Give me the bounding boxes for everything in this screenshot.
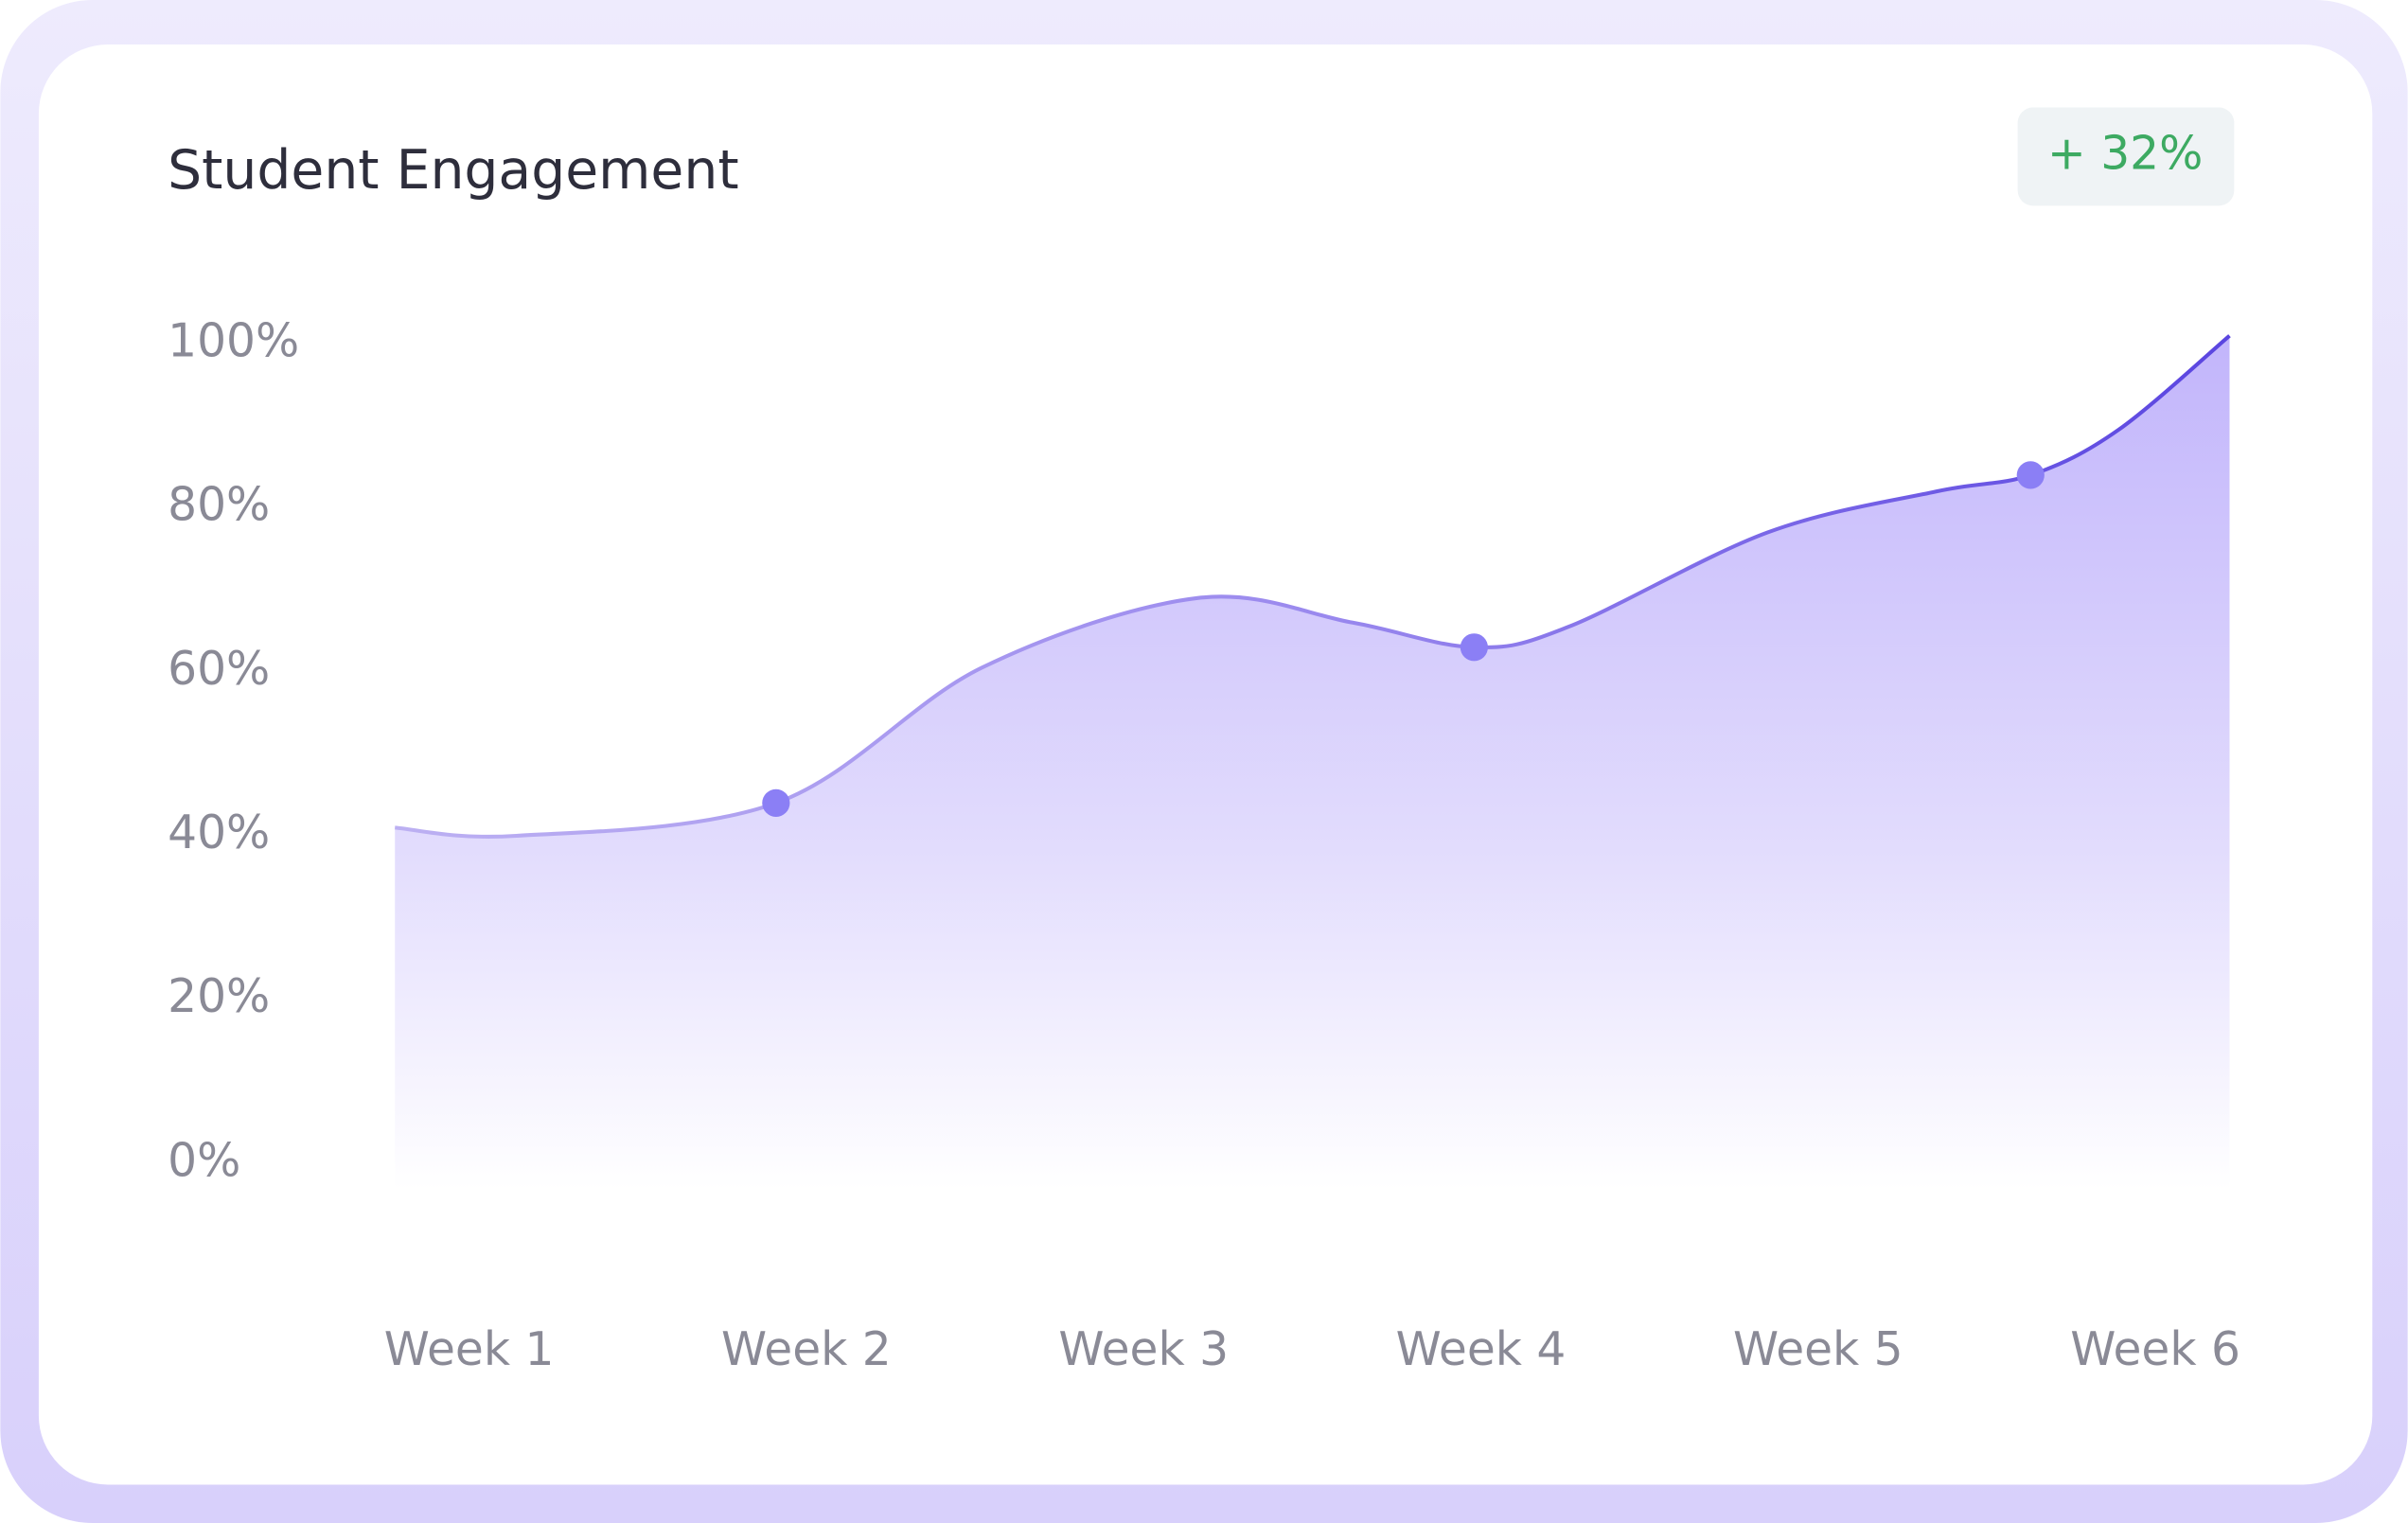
- badge: [2017, 107, 2235, 206]
- y-tick-label: 80%: [168, 479, 270, 532]
- badge-text: + 32%: [2047, 127, 2203, 180]
- x-tick-label: Week 4: [1396, 1323, 1567, 1376]
- y-tick-label: 60%: [168, 643, 270, 696]
- chart-title: Student Engagement: [168, 139, 738, 202]
- data-point: [762, 788, 790, 817]
- plot: 0% 20% 40% 60% 80% 100% Week 1 Week 2 Week 3 Week…: [168, 314, 2240, 1376]
- y-tick-label: 0%: [168, 1134, 240, 1187]
- y-tick-label: 40%: [168, 806, 270, 859]
- x-tick-label: Week 5: [1733, 1323, 1903, 1376]
- data-point: [1460, 633, 1488, 662]
- y-tick-label: 20%: [168, 970, 270, 1023]
- x-tick-label: Week 3: [1058, 1323, 1229, 1376]
- data-point: [2016, 461, 2045, 489]
- area: [395, 335, 2230, 1191]
- x-tick-label: Week 2: [721, 1323, 892, 1376]
- y-tick-label: 100%: [168, 314, 299, 367]
- x-tick-label: Week 1: [384, 1323, 555, 1376]
- x-tick-label: Week 6: [2070, 1323, 2240, 1376]
